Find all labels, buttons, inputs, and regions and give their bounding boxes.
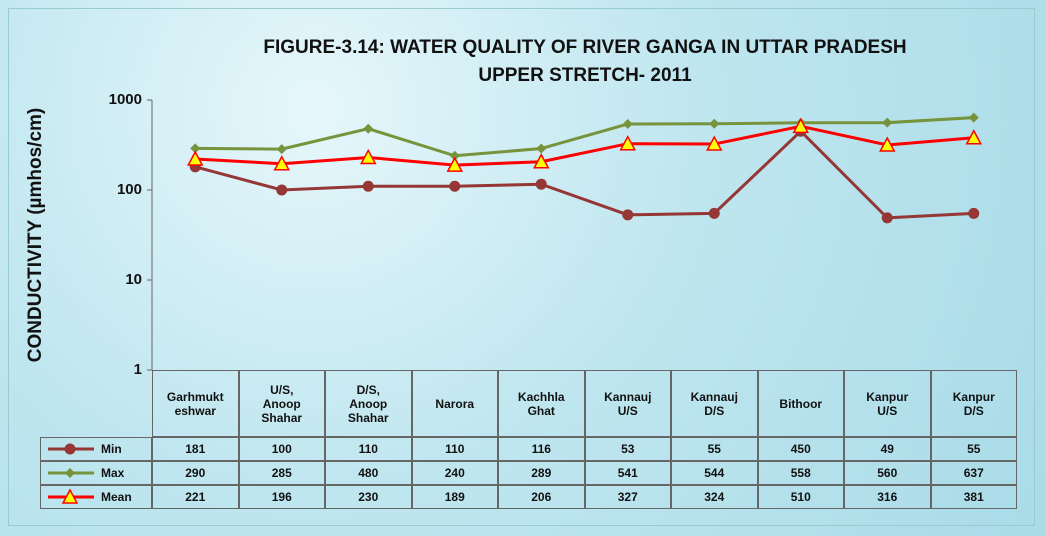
chart-frame bbox=[8, 8, 1035, 526]
table-value: 381 bbox=[930, 485, 1017, 509]
x-tick-label: Garhmukt eshwar bbox=[152, 370, 239, 437]
point bbox=[532, 153, 550, 169]
point bbox=[446, 156, 464, 172]
point bbox=[536, 143, 547, 154]
table-value: 110 bbox=[411, 437, 498, 461]
table-value: 289 bbox=[498, 461, 585, 485]
point bbox=[273, 155, 291, 171]
series-line bbox=[195, 124, 974, 167]
point bbox=[362, 180, 374, 192]
x-tick-label: Bithoor bbox=[757, 370, 844, 437]
legend-label: Min bbox=[40, 437, 152, 461]
table-value: 541 bbox=[584, 461, 671, 485]
table-value: 116 bbox=[498, 437, 585, 461]
table-value: 544 bbox=[671, 461, 758, 485]
point bbox=[622, 209, 634, 221]
x-tick-label: Kachhla Ghat bbox=[498, 370, 585, 437]
point bbox=[276, 184, 288, 196]
x-tick-label: Kannauj D/S bbox=[671, 370, 758, 437]
y-tick-label: 10 bbox=[125, 271, 142, 288]
y-axis-label: CONDUCTIVITY (µmhos/cm) bbox=[25, 108, 46, 362]
point bbox=[535, 178, 547, 190]
table-value: 53 bbox=[584, 437, 671, 461]
table-value: 316 bbox=[844, 485, 931, 509]
y-tick-label: 100 bbox=[117, 181, 142, 198]
table-value: 196 bbox=[238, 485, 325, 509]
table-value: 221 bbox=[152, 485, 239, 509]
point bbox=[965, 129, 983, 145]
point bbox=[190, 143, 201, 154]
table-value: 100 bbox=[238, 437, 325, 461]
legend-marker bbox=[64, 443, 76, 455]
point bbox=[359, 148, 377, 165]
table-value: 327 bbox=[584, 485, 671, 509]
point bbox=[881, 212, 893, 224]
point bbox=[968, 207, 980, 219]
table-value: 290 bbox=[152, 461, 239, 485]
table-value: 560 bbox=[844, 461, 931, 485]
y-tick-label: 1000 bbox=[109, 91, 142, 108]
series-line bbox=[195, 116, 974, 158]
point bbox=[792, 117, 810, 134]
table-value: 55 bbox=[671, 437, 758, 461]
x-tick-label: Kanpur D/S bbox=[930, 370, 1017, 437]
point bbox=[968, 112, 979, 123]
point bbox=[705, 135, 723, 151]
point bbox=[622, 119, 633, 130]
table-value: 110 bbox=[325, 437, 412, 461]
point bbox=[363, 123, 374, 134]
legend-marker bbox=[65, 468, 75, 478]
table-value: 450 bbox=[757, 437, 844, 461]
series-line bbox=[194, 129, 974, 220]
chart-subtitle: UPPER STRETCH- 2011 bbox=[478, 65, 692, 86]
table-value: 324 bbox=[671, 485, 758, 509]
point bbox=[449, 180, 461, 192]
legend-marker bbox=[61, 488, 79, 504]
table-value: 480 bbox=[325, 461, 412, 485]
table-value: 558 bbox=[757, 461, 844, 485]
table-value: 230 bbox=[325, 485, 412, 509]
point bbox=[709, 118, 720, 129]
legend-label: Max bbox=[40, 461, 152, 485]
point bbox=[276, 144, 287, 155]
x-tick-label: Kannauj U/S bbox=[584, 370, 671, 437]
table-value: 181 bbox=[152, 437, 239, 461]
x-tick-label: Narora bbox=[411, 370, 498, 437]
table-value: 206 bbox=[498, 485, 585, 509]
point bbox=[878, 136, 896, 152]
table-value: 49 bbox=[844, 437, 931, 461]
table-value: 240 bbox=[411, 461, 498, 485]
chart-title: FIGURE-3.14: WATER QUALITY OF RIVER GANG… bbox=[263, 37, 906, 58]
point bbox=[882, 117, 893, 128]
point bbox=[708, 207, 720, 219]
table-value: 637 bbox=[930, 461, 1017, 485]
table-value: 510 bbox=[757, 485, 844, 509]
point bbox=[449, 150, 460, 161]
x-tick-label: Kanpur U/S bbox=[844, 370, 931, 437]
y-tick-label: 1 bbox=[134, 361, 142, 378]
legend-label: Mean bbox=[40, 485, 152, 509]
point bbox=[186, 150, 204, 166]
table-value: 55 bbox=[930, 437, 1017, 461]
point bbox=[619, 135, 637, 151]
x-tick-label: D/S, Anoop Shahar bbox=[325, 370, 412, 437]
x-tick-label: U/S, Anoop Shahar bbox=[238, 370, 325, 437]
table-value: 189 bbox=[411, 485, 498, 509]
table-value: 285 bbox=[238, 461, 325, 485]
